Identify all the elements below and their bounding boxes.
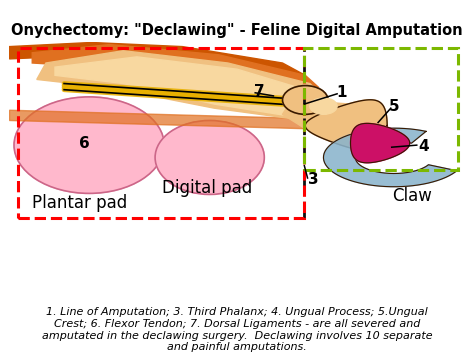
Text: 3: 3 [308,172,319,187]
Text: 4: 4 [418,139,429,154]
Bar [304,48,458,170]
Polygon shape [351,124,410,163]
Polygon shape [37,51,337,120]
Polygon shape [9,42,305,84]
Ellipse shape [155,120,264,194]
Text: 5: 5 [389,99,399,114]
Text: 1. Line of Amputation; 3. Third Phalanx; 4. Ungual Process; 5.Ungual
Crest; 6. F: 1. Line of Amputation; 3. Third Phalanx;… [42,307,432,352]
Text: Onychectomy: "Declawing" - Feline Digital Amputation: Onychectomy: "Declawing" - Feline Digita… [11,23,463,38]
Ellipse shape [14,97,164,193]
Polygon shape [9,110,305,129]
Polygon shape [283,100,374,133]
Text: Digital pad: Digital pad [162,179,253,197]
Polygon shape [323,128,457,187]
Text: Claw: Claw [392,188,432,205]
Text: 7: 7 [254,84,264,99]
Bar [18,48,304,218]
Polygon shape [305,100,387,152]
Polygon shape [55,57,319,116]
Polygon shape [32,45,319,96]
Ellipse shape [283,86,328,114]
Polygon shape [46,63,319,104]
Text: 1: 1 [337,85,347,100]
Ellipse shape [310,98,337,114]
Text: 6: 6 [79,136,90,150]
Text: Plantar pad: Plantar pad [32,194,128,212]
